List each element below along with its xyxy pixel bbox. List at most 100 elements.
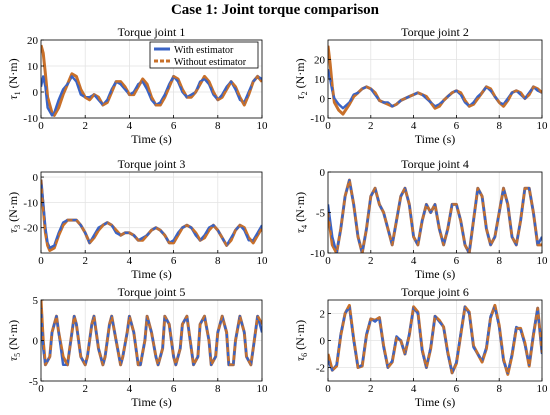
x-tick-label: 6 xyxy=(171,383,177,395)
y-axis-unit: (N·m) xyxy=(6,58,20,91)
y-tick-label: -20 xyxy=(23,223,38,235)
x-tick-label: 2 xyxy=(368,255,374,267)
x-tick-label: 10 xyxy=(537,120,549,132)
y-axis-subscript: 6 xyxy=(300,353,309,357)
x-tick-label: 6 xyxy=(454,120,460,132)
y-tick-label: 10 xyxy=(27,61,39,73)
y-axis-subscript: 5 xyxy=(13,353,22,357)
x-tick-label: 8 xyxy=(215,120,221,132)
y-axis-subscript: 3 xyxy=(13,225,22,229)
series-line-without-estimator-dashed xyxy=(41,179,262,252)
series-line-without-estimator-dashed xyxy=(328,45,542,116)
y-axis-label: τ6 (N·m) xyxy=(293,320,309,361)
y-axis-symbol: τ xyxy=(6,356,20,361)
x-tick-label: 8 xyxy=(496,383,502,395)
y-axis-symbol: τ xyxy=(293,95,307,100)
x-axis-label: Time (s) xyxy=(415,395,456,409)
x-tick-label: 2 xyxy=(368,120,374,132)
x-tick-label: 2 xyxy=(82,120,88,132)
x-tick-label: 6 xyxy=(454,255,460,267)
y-tick-label: 0 xyxy=(33,87,39,99)
x-tick-label: 4 xyxy=(127,255,133,267)
y-tick-label: 5 xyxy=(33,295,39,307)
y-axis-symbol: τ xyxy=(6,95,20,100)
plot-area xyxy=(41,172,262,253)
y-tick-label: -10 xyxy=(310,248,325,260)
y-tick-label: 20 xyxy=(314,55,326,67)
series-line-without-estimator-dashed xyxy=(41,44,262,117)
y-axis-label: τ5 (N·m) xyxy=(6,320,22,361)
x-axis-label: Time (s) xyxy=(415,132,456,146)
x-tick-label: 4 xyxy=(411,255,417,267)
y-tick-label: 0 xyxy=(320,167,326,179)
subplot-title: Torque joint 5 xyxy=(118,285,186,299)
x-axis-label: Time (s) xyxy=(131,267,172,281)
x-tick-label: 0 xyxy=(325,383,331,395)
x-tick-label: 10 xyxy=(257,120,269,132)
y-tick-label: 10 xyxy=(314,74,326,86)
y-tick-label: -10 xyxy=(310,113,325,125)
series-line-without-estimator-dashed xyxy=(41,300,262,366)
x-tick-label: 10 xyxy=(257,255,269,267)
x-tick-label: 0 xyxy=(325,255,331,267)
x-tick-label: 4 xyxy=(411,120,417,132)
subplot-title: Torque joint 6 xyxy=(401,285,469,299)
subplot-3: 0 2 4 6 8 10 -20 -10 0 Torque joint 3 Time (s) τ3 (… xyxy=(6,157,268,281)
x-tick-label: 0 xyxy=(38,383,44,395)
legend-box xyxy=(149,41,259,69)
subplot-title: Torque joint 1 xyxy=(118,25,186,39)
y-axis-subscript: 4 xyxy=(300,225,309,229)
x-tick-label: 0 xyxy=(38,255,44,267)
x-tick-label: 6 xyxy=(171,120,177,132)
x-tick-label: 4 xyxy=(127,120,133,132)
series-line-without-estimator-dashed xyxy=(328,304,542,376)
x-tick-label: 0 xyxy=(38,120,44,132)
y-axis-unit: (N·m) xyxy=(293,58,307,91)
legend-label-with-estimator: With estimator xyxy=(174,45,234,56)
series-line-without-estimator-dashed xyxy=(328,179,542,253)
y-axis-label: τ1 (N·m) xyxy=(6,58,22,99)
y-tick-label: 20 xyxy=(27,35,39,47)
x-tick-label: 4 xyxy=(127,383,133,395)
x-tick-label: 8 xyxy=(215,255,221,267)
axes-box xyxy=(40,171,263,254)
y-axis-unit: (N·m) xyxy=(293,192,307,225)
x-tick-label: 10 xyxy=(537,383,549,395)
x-tick-label: 6 xyxy=(171,255,177,267)
x-tick-label: 8 xyxy=(496,120,502,132)
x-tick-label: 2 xyxy=(82,255,88,267)
y-tick-label: -10 xyxy=(23,113,38,125)
y-tick-label: 0 xyxy=(320,336,326,348)
x-tick-label: 2 xyxy=(368,383,374,395)
x-axis-label: Time (s) xyxy=(131,395,172,409)
y-axis-unit: (N·m) xyxy=(6,320,20,353)
x-axis-label: Time (s) xyxy=(415,267,456,281)
y-tick-label: 0 xyxy=(33,172,39,184)
x-tick-label: 2 xyxy=(82,383,88,395)
x-tick-label: 8 xyxy=(215,383,221,395)
y-tick-label: -5 xyxy=(316,208,326,220)
y-axis-symbol: τ xyxy=(6,228,20,233)
y-axis-unit: (N·m) xyxy=(293,320,307,353)
y-axis-symbol: τ xyxy=(293,356,307,361)
x-tick-label: 10 xyxy=(257,383,269,395)
y-tick-label: 0 xyxy=(33,336,39,348)
x-tick-label: 0 xyxy=(325,120,331,132)
y-tick-label: -5 xyxy=(29,376,39,388)
subplot-title: Torque joint 4 xyxy=(401,157,469,171)
x-tick-label: 6 xyxy=(454,383,460,395)
legend-label-without-estimator: Without estimator xyxy=(174,57,247,68)
x-tick-label: 10 xyxy=(537,255,549,267)
y-tick-label: 0 xyxy=(320,94,326,106)
y-axis-label: τ3 (N·m) xyxy=(6,192,22,233)
y-axis-subscript: 2 xyxy=(300,91,309,95)
y-axis-unit: (N·m) xyxy=(6,192,20,225)
